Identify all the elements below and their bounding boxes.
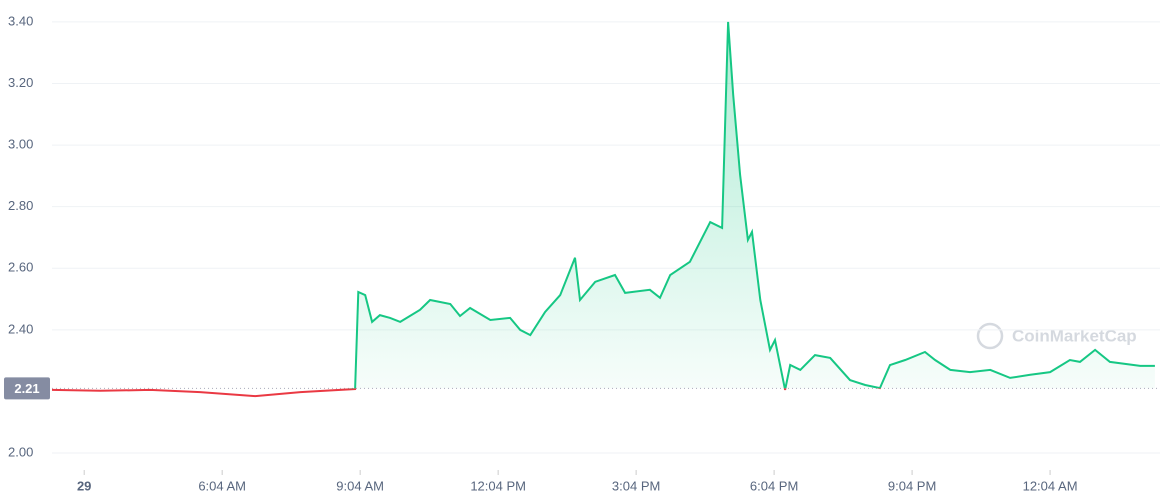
x-tick-label: 12:04 AM [1023, 478, 1078, 493]
y-tick-label: 2.40 [8, 321, 33, 336]
x-tick-label: 3:04 PM [612, 478, 660, 493]
y-tick-label: 3.00 [8, 137, 33, 152]
x-tick-label: 29 [77, 478, 91, 493]
watermark-text: CoinMarketCap [1012, 326, 1137, 345]
x-tick-label: 12:04 PM [470, 478, 526, 493]
area [52, 21, 1155, 389]
line-up [348, 21, 1155, 389]
baseline-label-box [4, 377, 50, 400]
watermark: CoinMarketCap [976, 322, 1137, 350]
x-tick-label: 6:04 AM [198, 478, 246, 493]
x-tick-label: 9:04 AM [336, 478, 384, 493]
baseline-label: 2.21 [14, 381, 39, 396]
y-tick-label: 2.00 [8, 444, 33, 459]
x-tick-label: 6:04 PM [750, 478, 798, 493]
y-tick-label: 3.20 [8, 75, 33, 90]
y-tick-label: 2.60 [8, 260, 33, 275]
y-tick-label: 2.80 [8, 198, 33, 213]
y-tick-label: 3.40 [8, 13, 33, 28]
x-tick-label: 9:04 PM [888, 478, 936, 493]
